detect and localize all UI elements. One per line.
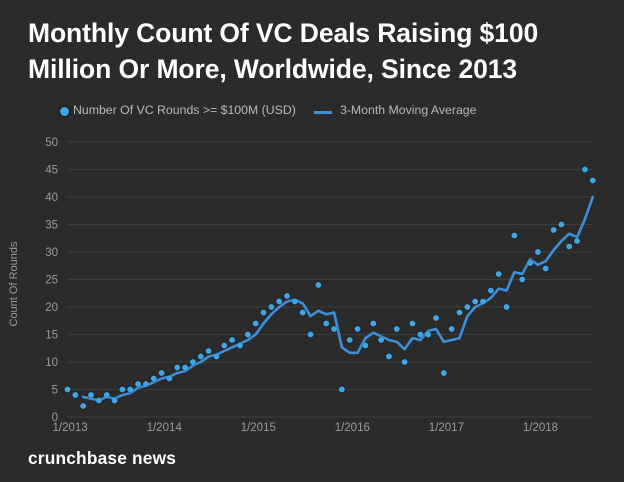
svg-text:1/2016: 1/2016 <box>335 422 370 434</box>
svg-text:50: 50 <box>45 137 58 149</box>
svg-text:40: 40 <box>45 192 58 204</box>
svg-text:5: 5 <box>52 385 58 397</box>
svg-text:35: 35 <box>45 220 58 232</box>
svg-text:1/2014: 1/2014 <box>147 422 183 434</box>
svg-text:30: 30 <box>45 247 58 259</box>
svg-text:25: 25 <box>45 275 58 287</box>
svg-text:10: 10 <box>45 357 58 369</box>
svg-text:1/2017: 1/2017 <box>429 422 464 434</box>
svg-text:15: 15 <box>45 330 58 342</box>
svg-text:1/2015: 1/2015 <box>241 422 276 434</box>
svg-text:20: 20 <box>45 302 58 314</box>
svg-text:45: 45 <box>45 165 58 177</box>
svg-text:1/2013: 1/2013 <box>53 422 88 434</box>
svg-text:1/2018: 1/2018 <box>523 422 558 434</box>
